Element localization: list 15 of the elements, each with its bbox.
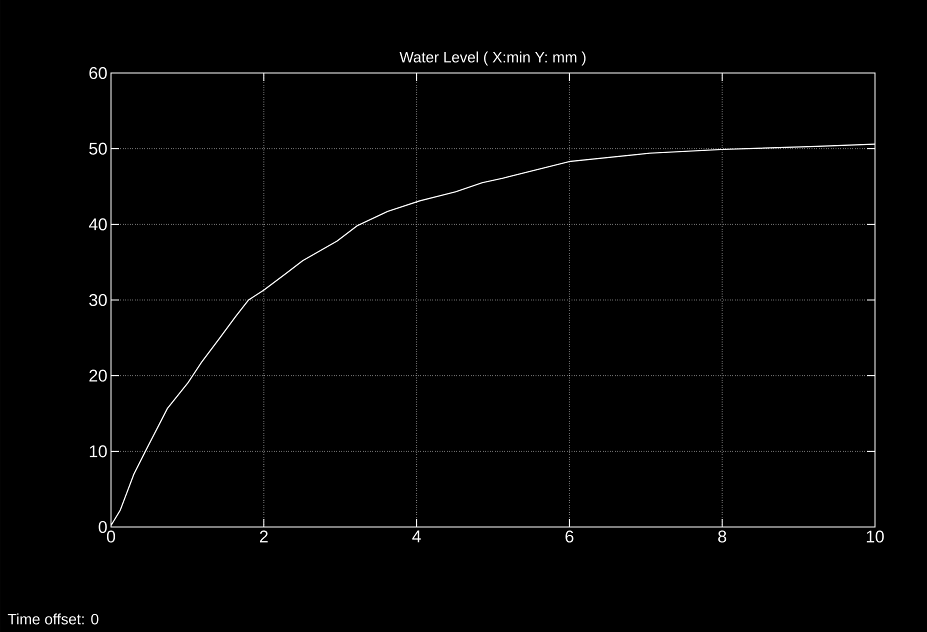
y-tick-label: 0 [98,520,107,534]
x-tick-label: 4 [412,530,421,542]
y-tick-label: 10 [90,445,107,458]
y-tick-label: 30 [89,294,107,306]
y-tick-label: 20 [89,370,107,382]
x-tick-label: 2 [260,530,268,542]
y-tick-label: 60 [89,66,107,80]
y-tick-label: 50 [89,142,107,155]
y-tick-label: 40 [88,218,107,230]
x-tick-label: 8 [718,530,726,543]
text: Time offset: 0 [8,613,98,624]
x-tick-label: 0 [106,530,116,543]
x-tick-label: 10 [866,530,884,543]
chart-title: Water Level ( X:min Y: mm ) [400,51,586,66]
x-tick-label: 6 [566,530,574,543]
